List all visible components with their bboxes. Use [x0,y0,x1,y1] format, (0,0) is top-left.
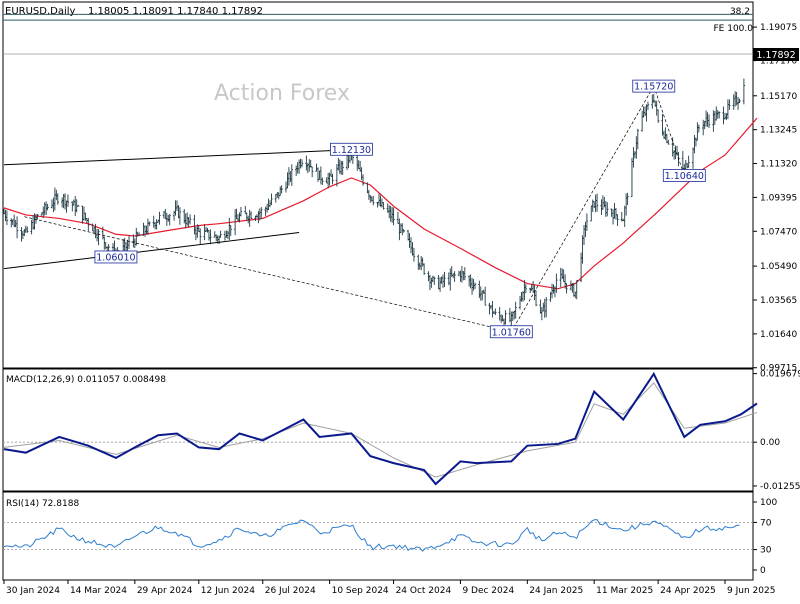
macd-axis-label: -0.012552 [760,482,800,492]
price-axis-label: 1.05490 [760,262,797,272]
dashed-trendline [24,216,512,333]
price-axis-label: 1.17170 [760,57,797,67]
rsi-axis-label: 100 [760,498,777,508]
price-axis-label: 1.19075 [760,23,797,33]
price-axis-label: 1.15170 [760,92,797,102]
price-axis-label: 0.99715 [760,364,797,374]
price-annotation-box [632,79,676,93]
moving-average-line [3,117,758,290]
x-axis-label: 24 Oct 2024 [396,586,452,596]
x-axis-label: 26 Jul 2024 [265,586,316,596]
price-annotation-box [489,325,533,339]
chart-symbol-label: EURUSD,Daily [5,6,76,17]
dashed-trendline [653,85,685,176]
price-annotation-box [330,142,373,156]
rsi-axis-label: 70 [760,518,772,528]
macd-axis-label: 0.00 [760,438,780,448]
price-annotation-label: 1.06010 [96,252,135,263]
trendline [3,232,300,270]
macd-axis-label: 0.019679 [760,370,800,380]
current-price-value: 1.17892 [756,50,795,61]
x-axis-label: 11 Mar 2025 [596,586,653,596]
price-annotation-box [662,169,706,182]
dashed-trendline [511,85,655,332]
macd-line [3,371,758,486]
x-axis-label: 12 Jun 2024 [201,586,255,596]
price-axis-label: 1.13245 [760,126,797,136]
rsi-line [3,519,740,552]
x-axis-label: 24 Jan 2025 [529,586,583,596]
price-axis-label: 1.11320 [760,160,797,170]
rsi-axis-label: 0 [760,566,766,576]
price-axis-label: 1.03565 [760,296,797,306]
x-axis-label: 30 Jan 2024 [6,586,60,596]
macd-signal-line [3,382,758,478]
price-annotation-label: 1.12130 [332,145,371,156]
chart-ohlc-label: 1.18005 1.18091 1.17840 1.17892 [88,6,263,17]
rsi-pane [2,491,754,581]
rsi-title: RSI(14) 72.8188 [6,499,79,509]
price-axis-label: 1.07470 [760,227,797,237]
watermark-text: Action Forex [214,81,350,106]
fe-100-label: FE 100.0 [714,24,754,34]
macd-pane [2,368,754,492]
fe-level-label: 38.2 [730,7,750,17]
macd-title: MACD(12,26,9) 0.011057 0.008498 [6,375,166,385]
price-annotation-label: 1.10640 [665,171,704,182]
price-pane [2,1,754,369]
rsi-axis-label: 30 [760,546,772,556]
price-annotation-box [94,250,138,264]
price-annotation-label: 1.15720 [634,82,673,93]
price-axis-label: 1.09395 [760,193,797,203]
x-axis-label: 24 Apr 2025 [660,586,716,596]
x-axis-label: 10 Sep 2024 [332,586,389,596]
price-annotation-label: 1.01760 [492,327,531,338]
x-axis-label: 9 Jun 2025 [727,586,775,596]
trendline [3,149,350,166]
x-axis-label: 29 Apr 2024 [137,586,193,596]
x-axis-label: 9 Dec 2024 [462,586,514,596]
current-price-tag [753,48,799,61]
price-axis-label: 1.01640 [760,330,797,340]
x-axis-label: 14 Mar 2024 [70,586,127,596]
